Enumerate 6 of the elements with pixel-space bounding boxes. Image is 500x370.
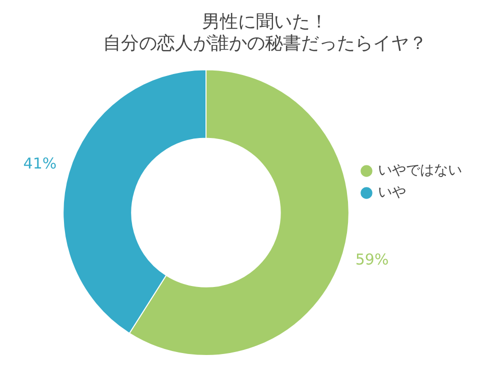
legend-label: いや bbox=[378, 184, 406, 201]
data-label: 59% bbox=[355, 250, 389, 269]
chart-title: 男性に聞いた！ bbox=[202, 11, 328, 32]
legend-label: いやではない bbox=[378, 162, 462, 179]
data-label: 41% bbox=[23, 154, 57, 172]
chart-subtitle: 自分の恋人が誰かの秘書だったらイヤ？ bbox=[103, 33, 427, 54]
